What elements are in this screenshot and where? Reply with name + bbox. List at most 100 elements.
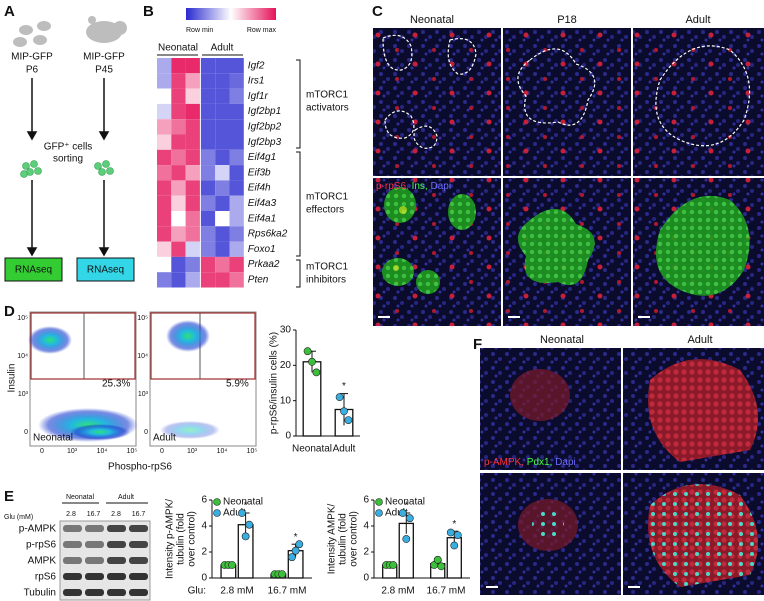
panel-label: C: [372, 3, 383, 20]
blot-band: [107, 589, 126, 596]
gene-label: Prkaa2: [248, 259, 280, 270]
heatmap-cell: [200, 103, 216, 120]
blot-band: [129, 573, 148, 580]
heatmap-cell: [215, 211, 230, 227]
heatmap-cell: [229, 88, 244, 104]
heatmap-cell: [157, 165, 172, 181]
blot-row-label: p-rpS6: [26, 540, 56, 551]
legend-label: Adult: [385, 508, 408, 519]
heatmap-cell: [200, 73, 216, 89]
heatmap-cell: [157, 256, 172, 273]
significance: *: [452, 519, 456, 530]
significance: *: [294, 532, 298, 543]
blot-band: [129, 557, 148, 564]
gene-set-label: inhibitors: [306, 275, 346, 286]
heatmap-cell: [171, 180, 186, 196]
gene-set-label: effectors: [306, 205, 344, 216]
gene-label: Irs1: [248, 76, 265, 87]
gene-label: Eif4h: [248, 183, 271, 194]
heatmap-cell: [157, 149, 172, 166]
gene-label: Eif3b: [248, 167, 271, 178]
legend-label: Neonatal: [223, 497, 263, 508]
heatmap-cell: [215, 58, 230, 74]
blot-band: [85, 573, 104, 580]
data-point: [278, 570, 286, 578]
blot-group: Adult: [118, 494, 134, 501]
data-point: [344, 416, 353, 424]
data-point: [288, 553, 296, 562]
stain: p-rpS6,: [376, 181, 409, 192]
gene-label: Igf2bp1: [248, 106, 281, 117]
gene-label: Igf2bp2: [248, 121, 282, 132]
data-point: [433, 555, 442, 564]
gene-label: Igf2bp3: [248, 137, 282, 148]
flow-y-tick: 10³: [18, 391, 29, 398]
heatmap-cell: [185, 149, 200, 166]
heatmap-cell: [171, 165, 186, 181]
heatmap-cell: [157, 180, 172, 196]
y-tick-label: 4: [363, 521, 369, 532]
significance: *: [404, 501, 408, 512]
data-point: [335, 393, 344, 402]
column-title: Adult: [685, 14, 710, 26]
y-tick-label: 10: [280, 395, 292, 406]
significance: *: [342, 381, 346, 392]
gene-label: Pten: [248, 274, 269, 285]
data-point: [308, 357, 316, 366]
y-axis-label: p-rpS6/insulin cells (%): [269, 332, 280, 434]
blot-band: [107, 557, 126, 564]
stain-legend: p-rpS6, Ins, Dapi: [376, 181, 451, 192]
y-tick-label: 0: [285, 431, 291, 442]
y-axis-label: Insulin: [7, 364, 18, 393]
mouse-age: P45: [95, 65, 113, 76]
heatmap-cell: [171, 119, 186, 135]
heatmap-cell: [229, 241, 244, 257]
sample-label: Neonatal: [33, 433, 73, 444]
legend-marker: [213, 498, 221, 506]
blot-band: [63, 557, 82, 564]
blot-band: [63, 573, 82, 580]
lane-label: 16.7: [132, 511, 146, 518]
data-point: [291, 546, 300, 555]
scale-label: Row min: [186, 27, 213, 34]
heatmap-cell: [157, 211, 172, 227]
x-tick-label: 2.8 mM: [381, 586, 414, 597]
heatmap-cell: [200, 226, 216, 242]
micrographs: [373, 28, 764, 326]
heatmap-cell: [229, 195, 244, 211]
heatmap-cell: [200, 256, 216, 273]
heatmap-cell: [185, 134, 200, 150]
gene-label: Eif4g1: [248, 152, 276, 163]
heatmap-cell: [185, 88, 200, 104]
sorting-label: GFP⁺ cells: [44, 142, 93, 153]
group-label: Neonatal: [158, 43, 198, 54]
heatmap-cell: [200, 58, 216, 74]
lane-label: 2.8: [66, 511, 76, 518]
x-tick-label: 16.7 mM: [427, 586, 466, 597]
blot-row-label: Tubulin: [24, 588, 56, 599]
x-tick-label: 16.7 mM: [268, 586, 307, 597]
heatmap-cell: [171, 58, 186, 74]
blot-row-label: p-AMPK: [19, 524, 57, 535]
y-tick-label: 2: [363, 547, 369, 558]
flow-y-tick: 0: [144, 429, 148, 436]
heatmap-cell: [215, 149, 230, 166]
heatmap-cell: [185, 73, 200, 89]
x-axis-label: Phospho-rpS6: [108, 462, 172, 473]
heatmap-cell: [185, 256, 200, 273]
blot-band: [63, 525, 82, 532]
blot-band: [63, 541, 82, 548]
y-tick-label: 30: [280, 325, 292, 336]
heatmap-cell: [215, 180, 230, 196]
y-axis-label: tubulin (fold: [176, 513, 187, 565]
y-tick-label: 0: [363, 573, 369, 584]
heatmap-cell: [229, 134, 244, 150]
heatmap-cell: [229, 180, 244, 196]
heatmap-cell: [157, 134, 172, 150]
heatmap-cell: [200, 211, 216, 227]
data-point: [402, 535, 411, 543]
blot-band: [129, 541, 148, 548]
flow-x-tick: 10⁵: [247, 448, 258, 455]
heatmap-cell: [171, 88, 186, 104]
blot-row-label: rpS6: [35, 572, 57, 583]
